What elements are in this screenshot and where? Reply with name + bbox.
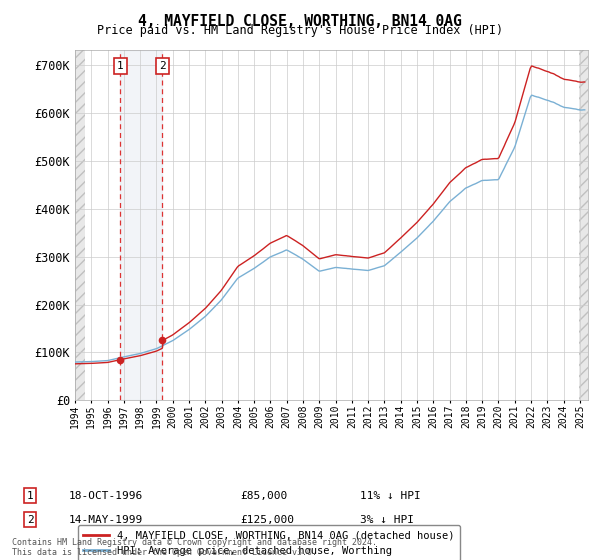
Text: 1: 1 bbox=[117, 61, 124, 71]
Text: 2: 2 bbox=[159, 61, 166, 71]
Text: 1: 1 bbox=[26, 491, 34, 501]
Text: 11% ↓ HPI: 11% ↓ HPI bbox=[360, 491, 421, 501]
Text: 18-OCT-1996: 18-OCT-1996 bbox=[69, 491, 143, 501]
Bar bbox=[121, 50, 163, 400]
Text: Price paid vs. HM Land Registry's House Price Index (HPI): Price paid vs. HM Land Registry's House … bbox=[97, 24, 503, 36]
Legend: 4, MAYFIELD CLOSE, WORTHING, BN14 0AG (detached house), HPI: Average price, deta: 4, MAYFIELD CLOSE, WORTHING, BN14 0AG (d… bbox=[77, 525, 460, 560]
Bar bbox=[75, 50, 85, 400]
Text: £125,000: £125,000 bbox=[240, 515, 294, 525]
Text: Contains HM Land Registry data © Crown copyright and database right 2024.
This d: Contains HM Land Registry data © Crown c… bbox=[12, 538, 377, 557]
Text: 3% ↓ HPI: 3% ↓ HPI bbox=[360, 515, 414, 525]
Text: 14-MAY-1999: 14-MAY-1999 bbox=[69, 515, 143, 525]
Text: 2: 2 bbox=[26, 515, 34, 525]
Bar bbox=[578, 50, 589, 400]
Text: 4, MAYFIELD CLOSE, WORTHING, BN14 0AG: 4, MAYFIELD CLOSE, WORTHING, BN14 0AG bbox=[138, 14, 462, 29]
Text: £85,000: £85,000 bbox=[240, 491, 287, 501]
